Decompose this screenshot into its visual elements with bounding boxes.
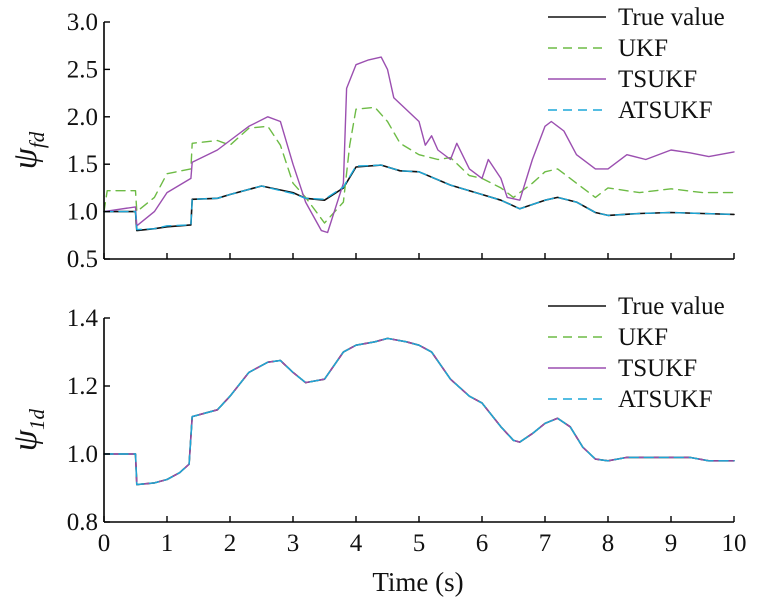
legend-label-ukf: UKF — [618, 35, 668, 62]
legend-label-atsukf: ATSUKF — [618, 386, 712, 413]
legend-label-true-value: True value — [618, 4, 725, 31]
series-line-true-value — [103, 164, 735, 232]
y-axis-symbol: ψ — [7, 147, 44, 169]
y-tick-label: 1.5 — [67, 151, 98, 178]
x-tick-label: 3 — [287, 530, 300, 557]
bottom-panel: 0.8 1.0 1.2 1.4 0 1 2 3 4 5 6 7 8 9 10 ψ1d True value UKF… — [7, 293, 747, 557]
x-tick-label: 4 — [350, 530, 363, 557]
y-tick-label: 1.2 — [67, 373, 98, 400]
y-tick-label: 0.8 — [67, 509, 98, 536]
y-tick-label: 1.0 — [67, 441, 98, 468]
x-tick-label: 6 — [476, 530, 489, 557]
x-tick-label: 2 — [224, 530, 237, 557]
y-axis-label: ψ1d — [7, 408, 49, 451]
series-line-atsukf — [103, 337, 735, 486]
y-axis-symbol: ψ — [7, 429, 44, 451]
y-tick-label: 0.5 — [67, 246, 98, 273]
legend-label-tsukf: TSUKF — [618, 66, 697, 93]
top-panel: 0.5 1.0 1.5 2.0 2.5 3.0 ψfd True value UKF TSUKF A… — [7, 4, 735, 273]
legend-label-true-value: True value — [618, 293, 725, 320]
x-tick-label: 8 — [602, 530, 615, 557]
series-line-ukf — [103, 106, 735, 224]
y-axis-subscript: fd — [25, 131, 49, 148]
y-tick-label: 1.4 — [67, 305, 99, 332]
x-axis-label: Time (s) — [372, 567, 463, 597]
legend-label-ukf: UKF — [618, 324, 668, 351]
x-tick-label: 5 — [413, 530, 426, 557]
legend-label-tsukf: TSUKF — [618, 355, 697, 382]
y-tick-label: 2.5 — [67, 56, 98, 83]
x-tick-label: 1 — [161, 530, 174, 557]
y-axis-label: ψfd — [7, 131, 49, 169]
legend: True value UKF TSUKF ATSUKF — [548, 293, 725, 413]
x-tick-label: 7 — [539, 530, 552, 557]
y-tick-label: 1.0 — [67, 199, 98, 226]
x-tick-label: 10 — [722, 530, 747, 557]
x-tick-label: 0 — [98, 530, 111, 557]
y-tick-label: 3.0 — [67, 9, 98, 36]
legend: True value UKF TSUKF ATSUKF — [548, 4, 725, 124]
series-line-tsukf — [103, 56, 735, 234]
series-line-atsukf — [103, 164, 735, 231]
y-tick-label: 2.0 — [67, 104, 98, 131]
legend-label-atsukf: ATSUKF — [618, 97, 712, 124]
x-tick-label: 9 — [665, 530, 678, 557]
y-axis-subscript: 1d — [25, 408, 49, 430]
